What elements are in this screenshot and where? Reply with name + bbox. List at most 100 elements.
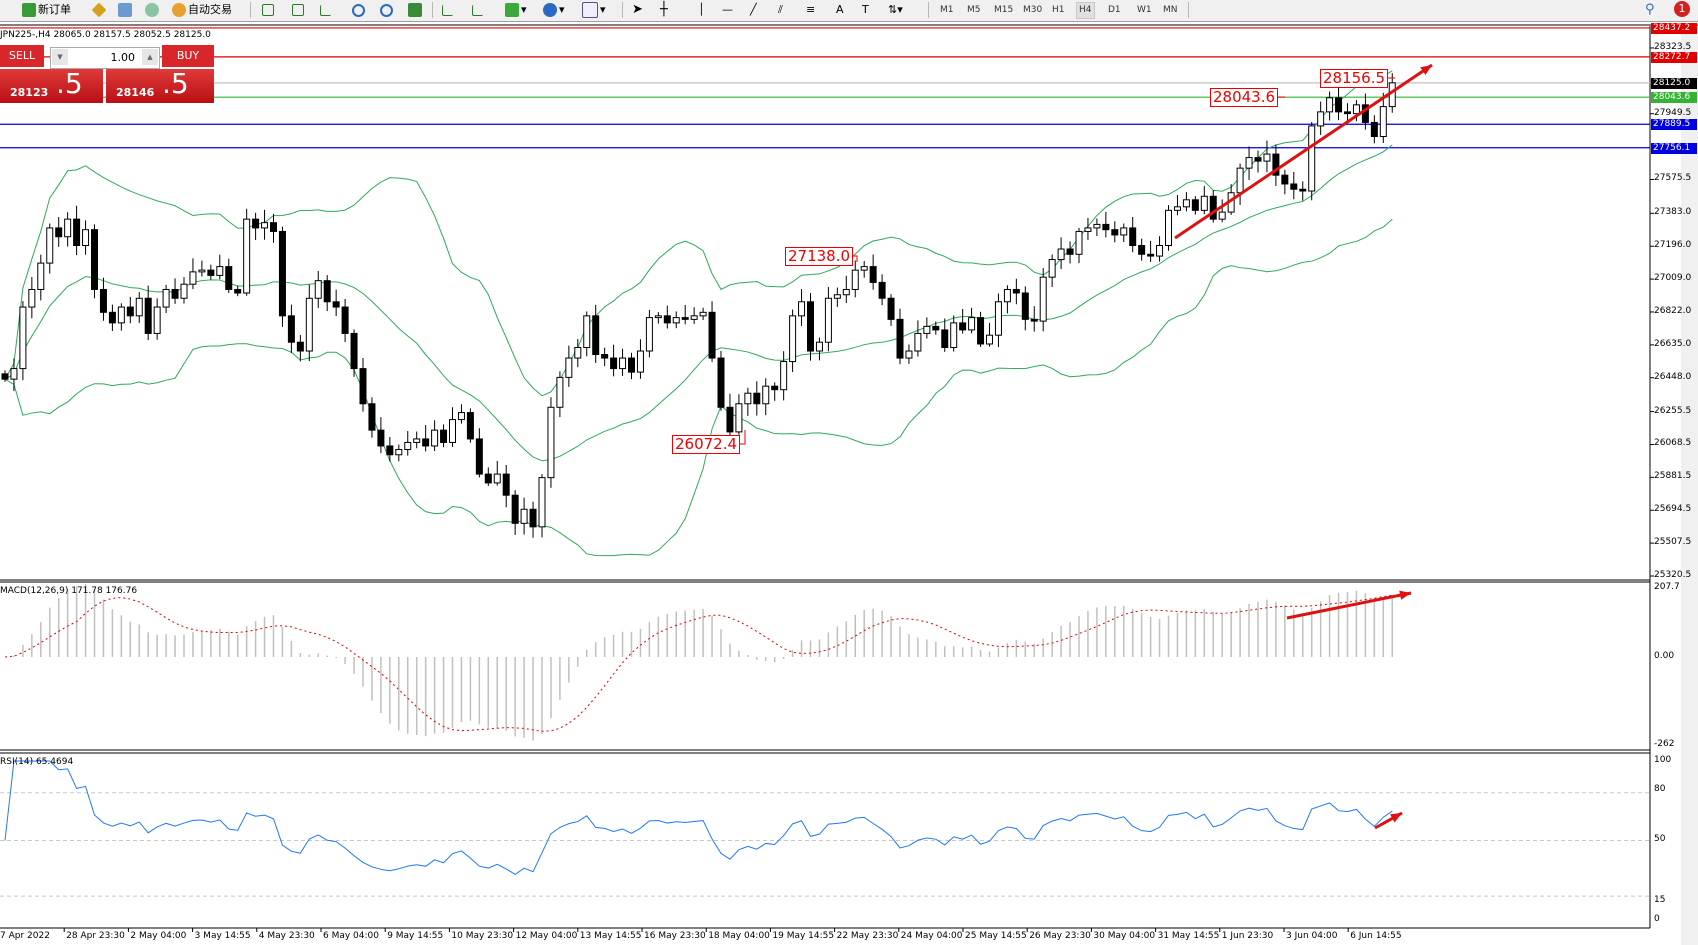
candle-bullish <box>64 218 72 238</box>
candle-bearish <box>941 329 949 348</box>
tile-windows-button[interactable] <box>408 2 424 18</box>
bar-chart-button[interactable] <box>262 2 276 18</box>
candle-bullish <box>1173 206 1181 211</box>
candle-bearish <box>296 341 304 352</box>
timeframe-mn[interactable]: MN <box>1163 5 1178 15</box>
auto-scroll-button[interactable] <box>442 2 455 18</box>
candle-bullish <box>449 419 456 443</box>
rsi-axis-100: 100 <box>1654 755 1672 765</box>
price-level-label: 27889.5 <box>1651 119 1697 131</box>
timeframe-m1[interactable]: M1 <box>940 5 954 15</box>
price-axis-tick: 26635.0 <box>1654 338 1692 349</box>
periods-button[interactable]: ▾ <box>543 2 565 18</box>
candle-bullish <box>556 376 564 408</box>
candle-bullish <box>994 301 1002 336</box>
clock-icon <box>543 3 557 17</box>
buy-button[interactable]: BUY <box>162 45 214 67</box>
sell-price[interactable]: 28123 .5 <box>0 67 103 103</box>
price-axis-tick: 27009.0 <box>1654 273 1692 284</box>
time-axis-label: 6 May 04:00 <box>323 931 379 941</box>
candlestick-button[interactable] <box>292 2 306 18</box>
trendline-button[interactable]: ╱ <box>750 2 757 18</box>
separator <box>1188 2 1189 18</box>
signals-button[interactable] <box>145 2 161 18</box>
candle-bullish <box>261 222 269 229</box>
timeframe-w1[interactable]: W1 <box>1137 5 1152 15</box>
sell-button[interactable]: SELL <box>0 45 44 67</box>
indicators-button[interactable]: ▾ <box>505 2 527 18</box>
candle-bearish <box>99 288 107 313</box>
lot-decrease-button[interactable]: ▼ <box>52 49 68 65</box>
chart-shift-button[interactable] <box>472 2 485 18</box>
time-axis-label: 10 May 23:30 <box>451 931 514 941</box>
zoom-out-button[interactable] <box>380 2 395 18</box>
vertical-line-button[interactable]: │ <box>698 2 705 18</box>
candle-bullish <box>1093 223 1101 229</box>
channel-button[interactable]: ⫽ <box>778 2 783 18</box>
horizontal-line-button[interactable]: — <box>722 2 733 18</box>
candle-bearish <box>377 429 385 447</box>
candle-bearish <box>878 281 886 299</box>
lot-increase-button[interactable]: ▲ <box>142 49 158 65</box>
notification-badge[interactable]: 1 <box>1674 1 1690 17</box>
search-button[interactable]: ⚲ <box>1645 2 1655 18</box>
bollinger-upper-band <box>4 70 1393 397</box>
candle-bearish <box>270 222 277 232</box>
candle-bearish <box>932 325 940 331</box>
tile-windows-icon <box>408 3 422 17</box>
candle-bullish <box>583 315 591 348</box>
rsi-axis-80: 80 <box>1654 784 1666 794</box>
time-axis-label: 28 Apr 23:30 <box>66 931 125 941</box>
candle-bearish <box>869 266 877 283</box>
candle-bearish <box>502 473 510 496</box>
candle-bullish <box>1084 227 1092 232</box>
price-axis-tick: 27949.5 <box>1654 107 1692 118</box>
add-indicator-icon <box>505 3 519 17</box>
candle-bullish <box>1039 276 1047 322</box>
candle-bullish <box>28 288 36 308</box>
candle-bullish <box>1156 245 1164 257</box>
navigator-button[interactable] <box>118 2 134 18</box>
time-axis-label: 19 May 14:55 <box>772 931 835 941</box>
auto-trading-button[interactable]: 自动交易 <box>172 2 232 18</box>
fibonacci-icon: ≡ <box>806 3 816 16</box>
crosshair-button[interactable]: ┼ <box>660 2 668 18</box>
price-axis-tick: 26822.0 <box>1654 305 1692 316</box>
candle-bearish <box>1138 245 1146 255</box>
lot-size-field[interactable]: ▼ 1.00 ▲ <box>50 47 160 69</box>
new-order-button[interactable]: 新订单 <box>22 2 71 18</box>
text-button[interactable]: A <box>836 2 844 18</box>
price-axis-tick: 27575.5 <box>1654 173 1692 184</box>
price-label-28043[interactable]: 28043.6 <box>1210 88 1279 107</box>
timeframe-m5[interactable]: M5 <box>967 5 981 15</box>
candle-bearish <box>1272 153 1280 176</box>
buy-price[interactable]: 28146 .5 <box>106 67 214 103</box>
templates-button[interactable]: ▾ <box>582 2 606 18</box>
candle-bullish <box>404 441 412 450</box>
timeframe-m30[interactable]: M30 <box>1023 5 1043 15</box>
price-label-28156[interactable]: 28156.5 <box>1320 69 1389 88</box>
fibonacci-button[interactable]: ≡ <box>806 2 815 18</box>
line-chart-button[interactable] <box>320 2 333 18</box>
price-label-27138[interactable]: 27138.0 <box>785 247 854 266</box>
time-axis-label: 9 May 14:55 <box>387 931 444 941</box>
candle-bullish <box>860 266 868 271</box>
timeframe-h1[interactable]: H1 <box>1052 5 1065 15</box>
cursor-button[interactable]: ➤ <box>632 2 643 18</box>
text-label-button[interactable]: T <box>862 2 869 18</box>
zoom-in-button[interactable] <box>352 2 367 18</box>
candle-bullish <box>82 229 90 247</box>
macd-label: MACD(12,26,9) 171.78 176.76 <box>0 586 138 596</box>
candle-bullish <box>565 357 573 378</box>
arrows-button[interactable]: ⇅▾ <box>888 2 903 18</box>
text-label-icon: T <box>862 3 869 16</box>
signal-icon <box>145 3 159 17</box>
candle-bullish <box>1308 125 1316 192</box>
timeframe-d1[interactable]: D1 <box>1108 5 1121 15</box>
timeframe-m15[interactable]: M15 <box>994 5 1014 15</box>
price-label-26072[interactable]: 26072.4 <box>672 435 741 454</box>
timeframe-h4[interactable]: H4 <box>1076 2 1095 19</box>
candlestick-icon <box>292 4 304 16</box>
candle-bearish <box>1254 157 1262 162</box>
